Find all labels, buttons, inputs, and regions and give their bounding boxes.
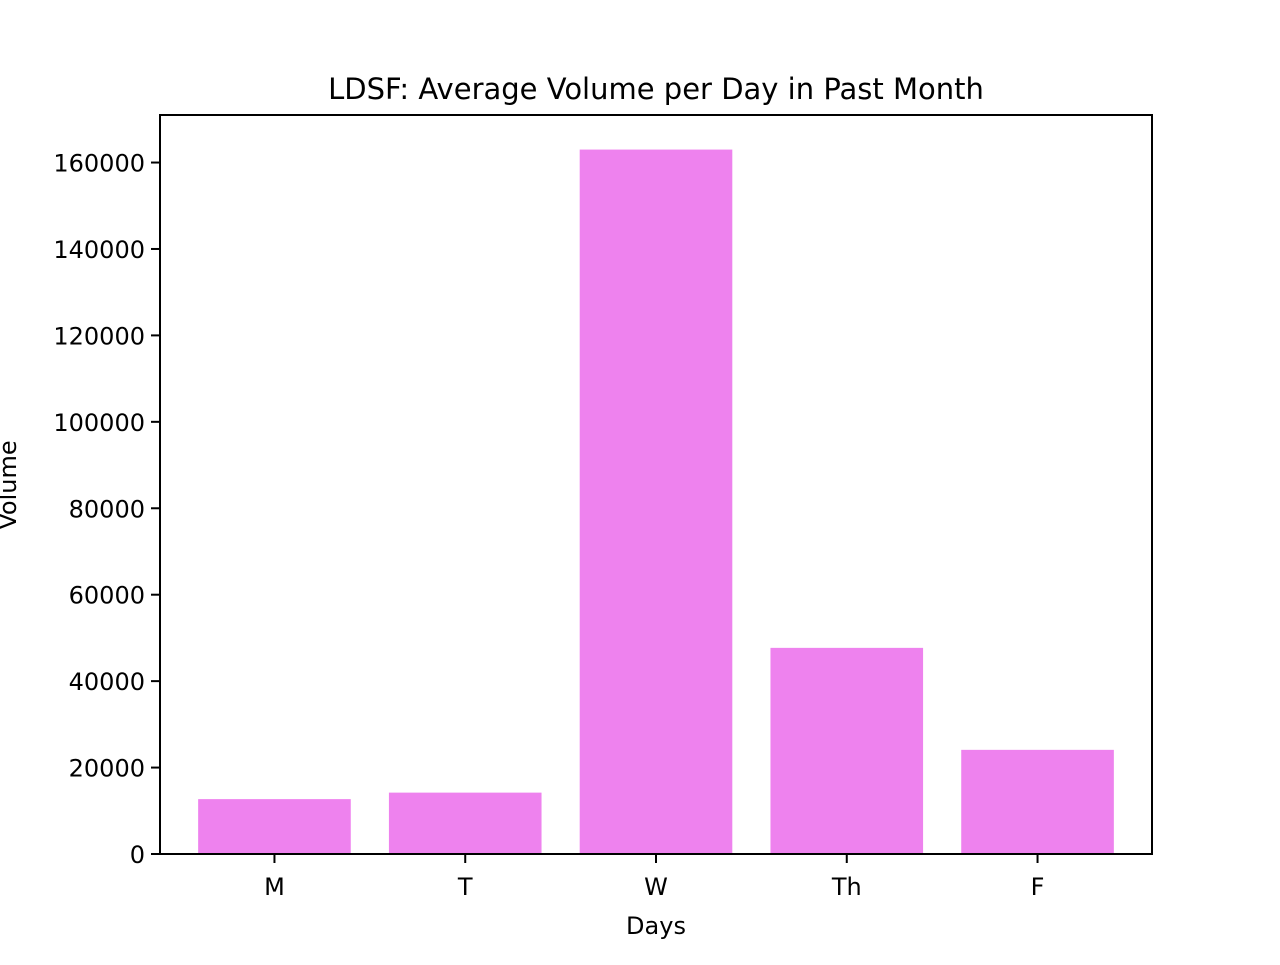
y-tick-label: 120000 xyxy=(53,322,145,350)
y-axis-label: Volume xyxy=(0,440,22,529)
x-tick-label: W xyxy=(644,873,668,901)
bar-th xyxy=(770,647,924,854)
y-tick-label: 60000 xyxy=(69,582,145,610)
y-tick-label: 100000 xyxy=(53,409,145,437)
x-tick-label: Th xyxy=(831,873,862,901)
x-axis-label: Days xyxy=(626,912,686,940)
x-tick-label: F xyxy=(1031,873,1045,901)
y-tick-label: 20000 xyxy=(69,755,145,783)
y-tick-label: 0 xyxy=(130,841,145,869)
plot-frame xyxy=(159,114,1153,855)
x-tick-label: M xyxy=(264,873,285,901)
bar-t xyxy=(388,792,542,854)
x-tick-label: T xyxy=(457,873,473,901)
bar-f xyxy=(961,749,1114,854)
y-tick-label: 80000 xyxy=(69,495,145,523)
bar-m xyxy=(198,799,351,854)
chart-title: LDSF: Average Volume per Day in Past Mon… xyxy=(328,72,984,106)
bars-layer xyxy=(198,149,1114,854)
y-tick-label: 40000 xyxy=(69,668,145,696)
y-tick-label: 140000 xyxy=(53,236,145,264)
y-tick-label: 160000 xyxy=(53,150,145,178)
x-axis: M T W Th F xyxy=(264,854,1044,901)
bar-w xyxy=(579,149,733,854)
y-axis: 0 20000 40000 60000 80000 100000 120000 140000 1… xyxy=(53,150,160,869)
